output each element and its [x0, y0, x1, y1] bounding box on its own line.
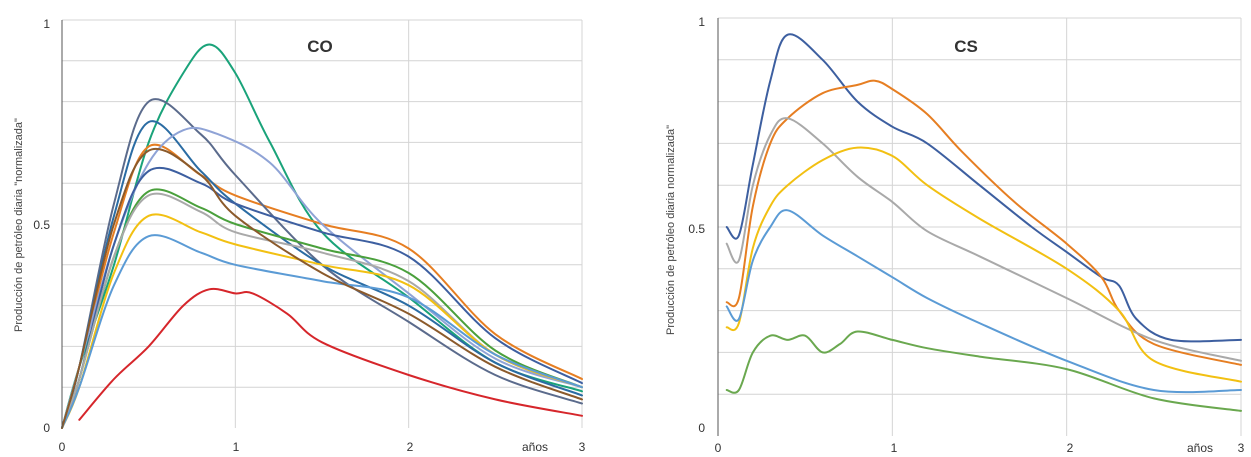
cs-series-group [725, 33, 1242, 412]
cs-y-tick-1: 0.5 [688, 222, 705, 236]
co-series-line-11 [61, 147, 583, 429]
cs-x-axis-label: años [1187, 441, 1213, 455]
chart-co: CO Producción de petróleo diaria "normal… [13, 17, 586, 454]
cs-series-line-2 [725, 79, 1242, 366]
cs-title: CS [954, 37, 978, 56]
co-x-tick-3: 3 [579, 440, 586, 454]
co-series-line-12 [78, 287, 583, 421]
cs-series-line-4 [725, 146, 1242, 383]
chart-cs: CS Producción de petróleo diaria normali… [665, 15, 1245, 455]
co-series-group [61, 43, 583, 429]
co-series-line-1 [61, 43, 583, 429]
co-y-axis-label: Producción de petróleo diaria "normaliza… [13, 118, 25, 332]
co-y-tick-2: 1 [43, 17, 50, 31]
cs-x-tick-1: 1 [891, 441, 898, 455]
co-x-axis-label: años [522, 440, 548, 454]
co-series-line-8 [61, 192, 583, 429]
co-x-tick-2: 2 [407, 440, 414, 454]
co-series-line-3 [61, 98, 583, 429]
cs-x-tick-3: 3 [1238, 441, 1245, 455]
co-x-tick-0: 0 [59, 440, 66, 454]
co-x-tick-1: 1 [233, 440, 240, 454]
co-y-tick-0: 0 [43, 421, 50, 435]
co-series-line-2 [61, 143, 583, 429]
cs-x-tick-2: 2 [1067, 441, 1074, 455]
cs-y-tick-0: 0 [698, 421, 705, 435]
cs-series-line-3 [725, 117, 1242, 362]
cs-series-line-1 [725, 33, 1242, 343]
co-series-line-10 [61, 234, 583, 429]
co-series-line-9 [61, 213, 583, 429]
cs-series-line-6 [725, 330, 1242, 412]
co-series-line-6 [61, 166, 583, 429]
cs-series-line-5 [725, 209, 1242, 394]
cs-grid [718, 17, 1242, 436]
cs-x-tick-0: 0 [715, 441, 722, 455]
cs-y-tick-2: 1 [698, 15, 705, 29]
co-y-tick-1: 0.5 [33, 218, 50, 232]
cs-y-axis-label: Producción de petróleo diaria normalizad… [665, 125, 677, 335]
co-title: CO [307, 37, 333, 56]
